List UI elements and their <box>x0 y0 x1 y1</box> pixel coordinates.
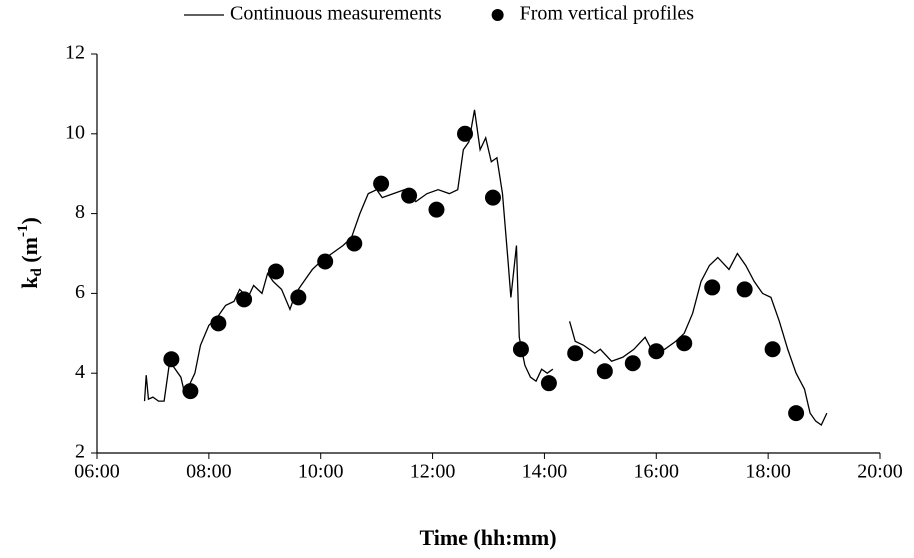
y-label-part: ) <box>17 217 42 224</box>
y-tick-label: 6 <box>75 281 85 303</box>
data-point <box>290 289 307 306</box>
y-label-part: (m <box>17 237 42 268</box>
data-point <box>346 235 363 252</box>
y-label-part: k <box>17 276 42 289</box>
x-tick-label: 18:00 <box>745 461 791 483</box>
y-tick-label: 10 <box>65 121 85 143</box>
data-point <box>163 351 180 368</box>
y-tick-label: 12 <box>65 42 85 64</box>
data-point <box>182 383 199 400</box>
y-label-sup: -1 <box>15 225 31 238</box>
data-point <box>736 281 753 298</box>
x-axis-label: Time (hh:mm) <box>419 525 556 550</box>
x-tick-label: 06:00 <box>74 461 120 483</box>
x-tick-label: 08:00 <box>186 461 232 483</box>
y-tick-label: 2 <box>75 441 85 463</box>
data-point <box>401 187 418 204</box>
data-point <box>704 279 721 296</box>
x-tick-label: 10:00 <box>298 461 344 483</box>
data-point <box>210 315 227 332</box>
data-point <box>484 189 501 206</box>
data-point <box>624 355 641 372</box>
x-tick-label: 14:00 <box>522 461 568 483</box>
data-point <box>540 375 557 392</box>
y-axis-label: kd (m-1) <box>15 217 45 289</box>
data-point <box>373 175 390 192</box>
data-point <box>236 291 253 308</box>
data-point <box>317 253 334 270</box>
data-point <box>457 125 474 142</box>
legend-label: Continuous measurements <box>230 3 442 25</box>
data-point <box>267 263 284 280</box>
y-tick-label: 4 <box>75 361 85 383</box>
data-point <box>512 341 529 358</box>
data-line <box>143 109 828 427</box>
y-label-sub: d <box>29 268 45 277</box>
data-point <box>596 363 613 380</box>
legend-swatch <box>491 9 504 21</box>
data-point <box>788 405 805 422</box>
data-point <box>428 201 445 218</box>
data-point <box>567 345 584 362</box>
data-point <box>648 343 665 360</box>
data-point <box>676 335 693 352</box>
x-tick-label: 16:00 <box>634 461 680 483</box>
data-point <box>764 341 781 358</box>
x-tick-label: 12:00 <box>410 461 456 483</box>
x-tick-label: 20:00 <box>857 461 903 483</box>
y-tick-label: 8 <box>75 201 85 223</box>
legend-label: From vertical profiles <box>520 3 695 25</box>
